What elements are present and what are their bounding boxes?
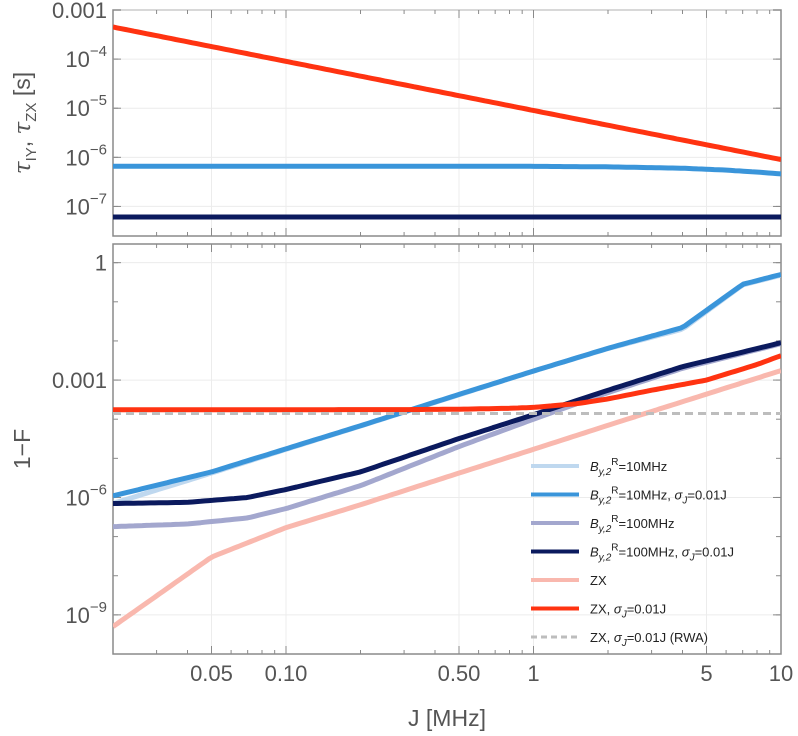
y-tick-label: 0.001 (52, 368, 107, 393)
x-axis-label: J [MHz] (408, 705, 486, 731)
x-tick-label: 10 (769, 661, 793, 686)
y-tick-exponent: −9 (90, 599, 107, 616)
legend-tail: =100MHz (619, 516, 675, 531)
y-tick-label: 10−7 (65, 190, 107, 219)
legend-sigma: σ (614, 602, 623, 617)
legend-sub: y,2 (598, 467, 612, 478)
tau-zx-subscript: ZX (23, 103, 40, 122)
legend-entry: By,2R=100MHz, σJ=0.01J (590, 543, 734, 564)
x-tick-label: 0.10 (265, 661, 308, 686)
y-tick-base: 10 (65, 194, 89, 219)
legend-main: ZX (590, 602, 607, 617)
legend-main: B (590, 459, 599, 474)
legend-sup: R (611, 457, 618, 468)
series-line (113, 163, 781, 177)
series-line (113, 368, 781, 629)
y-tick-base: 10 (65, 603, 89, 628)
legend-main: B (590, 488, 599, 503)
tau-iy-subscript: IY (23, 147, 40, 161)
y-tick-exponent: −4 (90, 43, 107, 60)
tau-iy-symbol: τ (10, 160, 36, 174)
series-line (113, 340, 781, 506)
y-tick-base: 10 (65, 96, 89, 121)
y-tick-base: 1 (95, 251, 107, 276)
y-tick-exponent: −5 (90, 92, 107, 109)
bottom-series (113, 272, 781, 629)
legend-main: B (590, 516, 599, 531)
y-tick-label: 10−6 (65, 481, 107, 510)
top-x-ticks (112, 10, 782, 236)
y-tick-label: 10−4 (65, 43, 107, 72)
legend-sup: R (611, 486, 618, 497)
legend-main: ZX (590, 573, 607, 588)
bottom-x-ticks: 0.05 0.10 0.50 1 5 10 (112, 244, 793, 686)
y-tick-label: 0.001 (52, 0, 107, 23)
y-tick-base: 0.001 (52, 368, 107, 393)
legend-tail: =100MHz, (619, 545, 682, 560)
top-panel-frame (112, 9, 782, 237)
y-tick-base: 0.001 (52, 0, 107, 23)
legend-sigma: σ (614, 630, 623, 645)
bottom-panel-frame (112, 243, 782, 655)
top-grid (113, 9, 781, 236)
legend-sigma-tail: =0.01J (627, 602, 666, 617)
y-tick-base: 10 (65, 47, 89, 72)
legend-sub: y,2 (598, 553, 612, 564)
legend-sigma-sub: J (689, 553, 696, 564)
legend-entry: ZX, σJ=0.01J (RWA) (590, 630, 708, 649)
legend-tail: =10MHz, (619, 488, 675, 503)
legend-sigma-tail: =0.01J (687, 488, 726, 503)
legend-sigma-sub: J (621, 638, 628, 649)
y-tick-label: 10−6 (65, 141, 107, 170)
x-tick-label: 0.50 (438, 661, 481, 686)
x-tick-label: 0.05 (190, 661, 233, 686)
y-tick-exponent: −6 (90, 141, 107, 158)
y-tick-label: 10−9 (65, 599, 107, 628)
ylabel-separator: , (9, 134, 35, 147)
legend-tail: =10MHz (619, 459, 668, 474)
x-tick-label: 5 (700, 661, 712, 686)
legend-entry: By,2R=10MHz, σJ=0.01J (590, 486, 727, 507)
legend-sigma-tail: =0.01J (695, 545, 734, 560)
legend-entry: ZX, σJ=0.01J (590, 602, 666, 621)
series-line (113, 272, 781, 499)
legend-sup: R (611, 543, 618, 554)
legend-sigma: σ (675, 488, 684, 503)
legend-entry: By,2R=10MHz (590, 457, 667, 478)
legend-sup: R (611, 514, 618, 525)
legend-sigma: σ (682, 545, 691, 560)
y-tick-base: 10 (65, 145, 89, 170)
top-series (113, 24, 781, 220)
x-tick-label: 1 (527, 661, 539, 686)
series-line (113, 353, 781, 413)
series-line (113, 24, 781, 163)
y-tick-exponent: −6 (90, 481, 107, 498)
bottom-y-axis-label: 1−F (9, 429, 35, 469)
legend-entry: By,2R=100MHz (590, 514, 675, 535)
legend-sigma-sub: J (681, 496, 688, 507)
ylabel-unit: [s] (9, 72, 35, 103)
legend-sub: y,2 (598, 496, 612, 507)
legend-entry: ZX (590, 573, 607, 588)
top-y-axis-label: τIY, τZX [s] (9, 72, 40, 174)
legend-tail: , (607, 602, 614, 617)
legend-tail: , (607, 630, 614, 645)
legend-sigma-tail: =0.01J (RWA) (627, 630, 708, 645)
legend-sigma-sub: J (621, 610, 628, 621)
tau-zx-symbol: τ (10, 120, 36, 134)
legend-main: ZX (590, 630, 607, 645)
y-tick-label: 1 (95, 251, 107, 276)
y-tick-label: 10−5 (65, 92, 107, 121)
y-tick-exponent: −7 (90, 190, 107, 207)
legend-main: B (590, 545, 599, 560)
y-tick-base: 10 (65, 485, 89, 510)
legend-sub: y,2 (598, 524, 612, 535)
